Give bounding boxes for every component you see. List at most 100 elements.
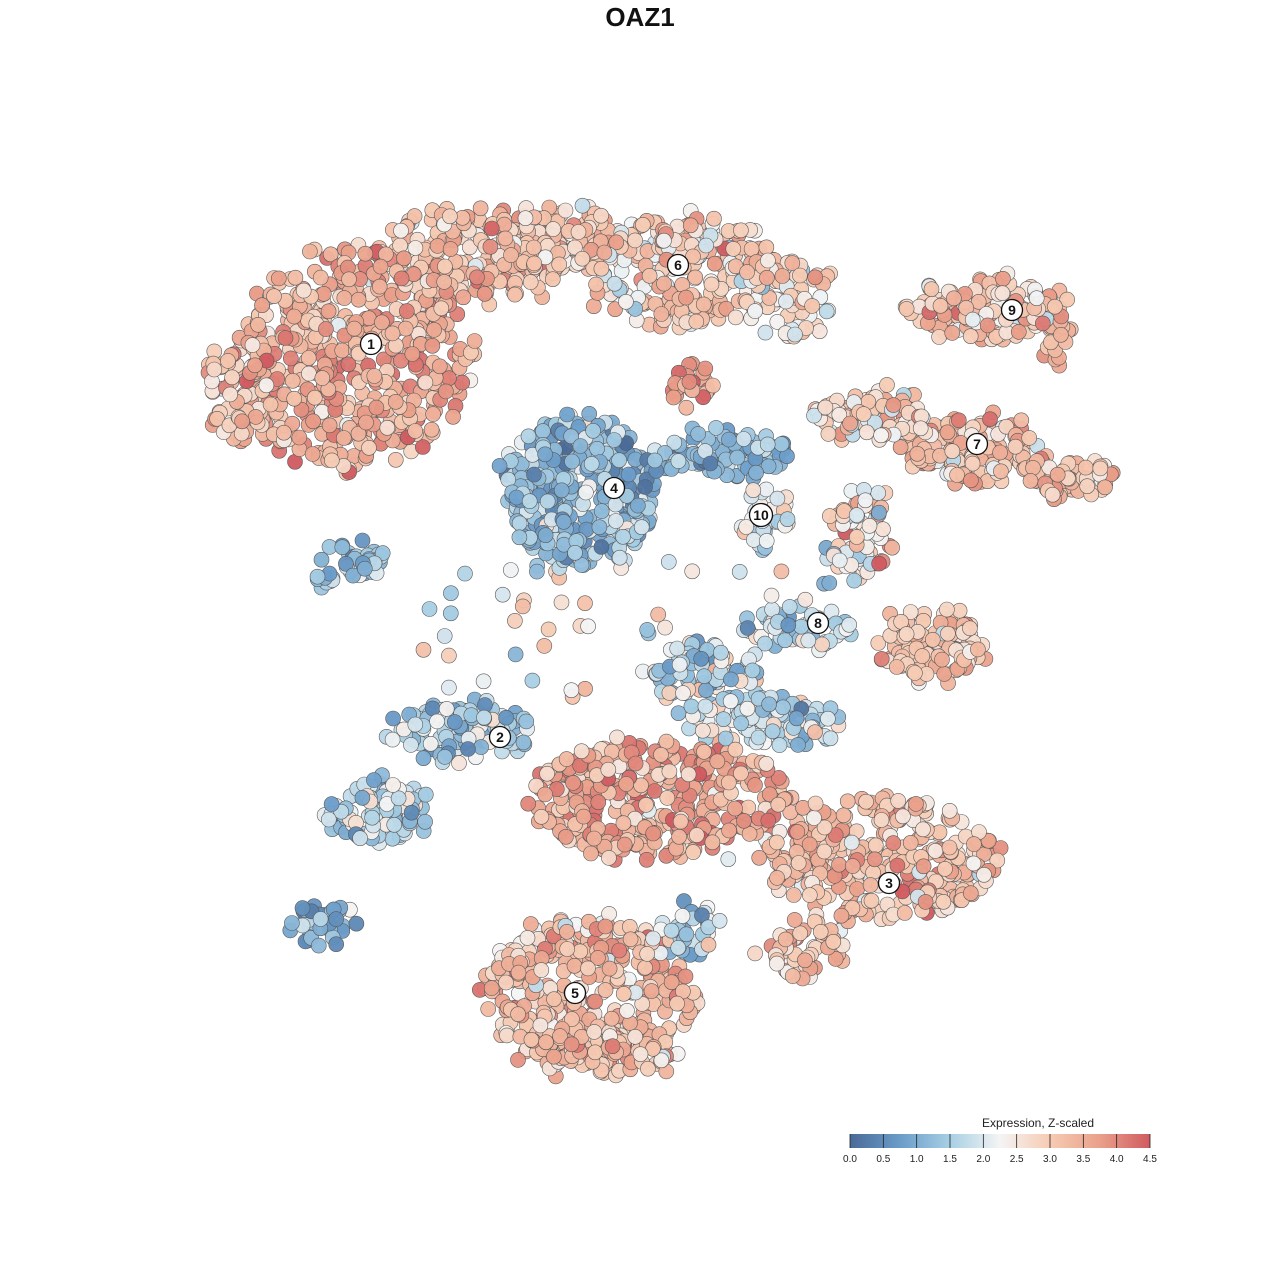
data-point [797, 591, 814, 608]
data-point [352, 830, 368, 847]
data-point [312, 911, 329, 927]
data-point [574, 197, 591, 214]
data-point [773, 563, 790, 580]
data-point [669, 640, 686, 657]
data-point [760, 252, 776, 269]
data-point [941, 802, 958, 819]
data-point [511, 529, 528, 546]
data-point [284, 372, 301, 389]
data-point [879, 377, 895, 393]
data-point [1035, 315, 1051, 332]
data-point [821, 508, 838, 524]
data-point [640, 1060, 656, 1077]
data-point [557, 202, 574, 219]
data-point [441, 679, 457, 696]
data-point [304, 446, 321, 462]
data-point [442, 605, 459, 622]
data-point [323, 796, 340, 812]
points-layer [200, 197, 1121, 1085]
data-point [526, 466, 542, 483]
data-point [535, 423, 551, 439]
data-point [407, 423, 424, 439]
data-point [615, 815, 632, 832]
data-point [387, 393, 404, 410]
data-point [379, 419, 396, 436]
cluster-label-text: 5 [571, 985, 579, 1001]
data-point [801, 836, 818, 853]
data-point [763, 587, 780, 604]
data-point [801, 887, 818, 903]
data-point [923, 281, 940, 298]
data-point [821, 575, 838, 591]
data-point [507, 612, 523, 629]
data-point [521, 493, 538, 510]
data-point [1047, 298, 1063, 315]
data-point [976, 866, 992, 883]
data-point [634, 996, 651, 1012]
data-point [870, 485, 887, 501]
data-point [581, 405, 598, 422]
data-point [455, 289, 472, 306]
data-point [483, 980, 500, 996]
data-point [515, 734, 532, 751]
data-point [300, 350, 317, 366]
data-point [638, 851, 655, 868]
data-point [417, 374, 434, 391]
data-point [587, 993, 603, 1010]
data-point [1028, 290, 1045, 307]
colorbar-gradient [850, 1134, 1150, 1148]
data-point [524, 672, 541, 689]
data-point [517, 210, 534, 226]
data-point [785, 887, 802, 903]
data-point [1077, 459, 1094, 476]
data-point [361, 439, 377, 456]
data-point [982, 411, 998, 428]
data-point [635, 217, 651, 233]
data-point [914, 648, 931, 664]
data-point [848, 507, 865, 523]
data-point [889, 857, 906, 874]
data-point [768, 834, 785, 851]
data-point [769, 955, 785, 972]
data-point [454, 374, 471, 391]
data-point [779, 511, 796, 528]
cluster-label-text: 10 [753, 507, 769, 523]
data-point [234, 413, 250, 430]
data-point [320, 811, 337, 828]
data-point [537, 446, 553, 463]
data-point [301, 365, 317, 382]
data-point [760, 812, 777, 829]
data-point [759, 436, 776, 453]
data-point [931, 824, 948, 841]
data-point [773, 436, 790, 452]
data-point [822, 730, 839, 747]
data-point [702, 455, 719, 472]
data-point [335, 430, 352, 446]
data-point [476, 709, 492, 726]
data-point [759, 269, 775, 286]
data-point [647, 452, 663, 469]
data-point [627, 755, 644, 772]
data-point [546, 991, 562, 1008]
data-point [896, 905, 913, 921]
data-point [659, 790, 676, 806]
data-point [396, 250, 412, 267]
data-point [585, 422, 601, 439]
data-point [615, 985, 632, 1002]
data-point [334, 539, 351, 556]
data-point [553, 482, 570, 499]
data-point [577, 680, 593, 697]
data-point [336, 290, 353, 306]
data-point [619, 1002, 635, 1019]
data-point [558, 828, 574, 845]
data-point [572, 943, 589, 960]
data-point [567, 544, 583, 561]
chart-title: OAZ1 [605, 2, 674, 32]
data-point [758, 755, 775, 772]
data-point [574, 250, 591, 267]
data-point [348, 915, 365, 932]
data-point [354, 532, 371, 549]
data-point [770, 796, 787, 813]
data-point [616, 836, 633, 853]
data-point [936, 666, 953, 682]
